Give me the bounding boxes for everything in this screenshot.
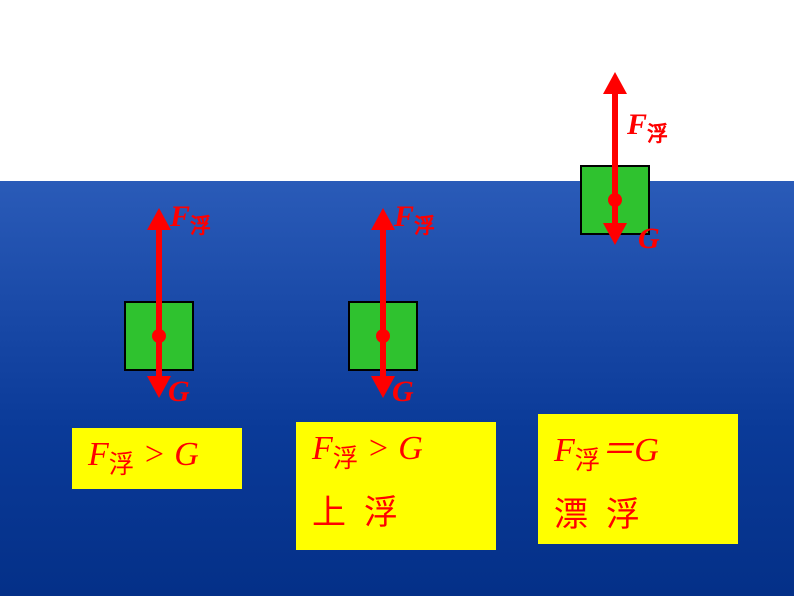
- caption-state: 上浮: [312, 485, 480, 534]
- condition-caption: F浮 > G 上浮: [296, 422, 496, 550]
- condition-caption: F浮＝G 漂浮: [538, 414, 738, 544]
- caption-formula: F浮 > G: [88, 436, 226, 481]
- center-dot: [152, 329, 166, 343]
- condition-caption: F浮 > G: [72, 428, 242, 489]
- caption-formula: F浮＝G: [554, 422, 722, 477]
- caption-state: 漂浮: [554, 487, 722, 536]
- gravity-label: G: [392, 375, 414, 409]
- sky-region: [0, 0, 794, 181]
- caption-formula: F浮 > G: [312, 430, 480, 475]
- buoyancy-label: F浮: [394, 200, 435, 240]
- center-dot: [376, 329, 390, 343]
- buoyancy-label: F浮: [170, 200, 211, 240]
- gravity-label: G: [168, 375, 190, 409]
- gravity-label: G: [638, 222, 660, 256]
- buoyancy-label: F浮: [627, 108, 668, 148]
- center-dot: [608, 193, 622, 207]
